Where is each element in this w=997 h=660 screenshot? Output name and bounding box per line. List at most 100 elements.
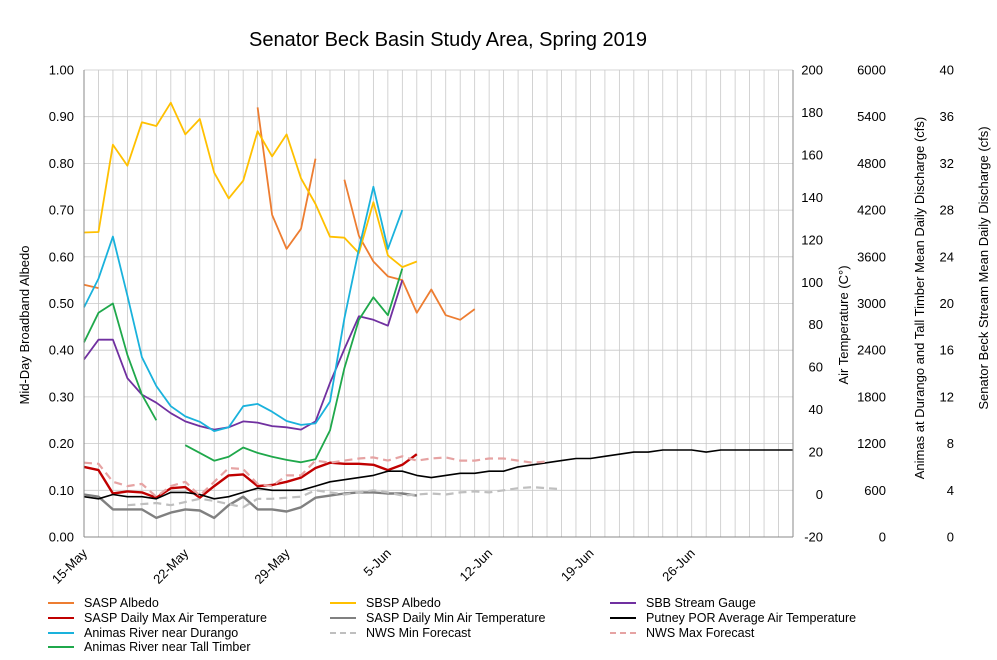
y-tick-label-albedo: 0.80	[49, 156, 74, 171]
series-line	[256, 107, 317, 250]
y-tick-label-sbb-discharge: 8	[947, 436, 954, 451]
series-nws-min-forecast	[127, 486, 562, 509]
legend-label: Animas River near Durango	[84, 626, 239, 640]
y-tick-label-temperature: 40	[809, 402, 823, 417]
y-tick-label-albedo: 0.70	[49, 203, 74, 218]
legend-label: NWS Min Forecast	[366, 626, 471, 640]
y-tick-label-sbb-discharge: 0	[947, 530, 954, 545]
y-tick-label-temperature: 120	[801, 232, 823, 247]
y-tick-label-albedo: 0.90	[49, 109, 74, 124]
legend-label: NWS Max Forecast	[646, 626, 755, 640]
chart-legend: SASP Albedo SBSP Albedo SBB Stream Gauge SA…	[0, 596, 997, 656]
x-tick-label: 12-Jun	[457, 546, 496, 585]
y-tick-label-sbb-discharge: 16	[940, 343, 954, 358]
series-animas-river-near-tall-timber	[83, 268, 404, 464]
legend-item: Putney POR Average Air Temperature	[610, 611, 856, 625]
legend-swatch	[330, 617, 356, 619]
series-line	[83, 101, 418, 269]
legend-swatch	[610, 617, 636, 619]
legend-item: Animas River near Tall Timber	[48, 640, 251, 654]
x-tick-label: 22-May	[150, 545, 192, 587]
x-tick-label: 29-May	[251, 545, 293, 587]
y-tick-label-animas-discharge: 4200	[857, 203, 886, 218]
y-tick-label-albedo: 0.00	[49, 530, 74, 545]
y-tick-label-sbb-discharge: 36	[940, 109, 954, 124]
legend-item: NWS Min Forecast	[330, 626, 471, 640]
y-tick-label-sbb-discharge: 12	[940, 389, 954, 404]
legend-label: SASP Daily Max Air Temperature	[84, 611, 267, 625]
y-tick-label-animas-discharge: 4800	[857, 156, 886, 171]
x-tick-label: 19-Jun	[558, 546, 597, 585]
chart-title: Senator Beck Basin Study Area, Spring 20…	[249, 29, 647, 51]
legend-label: SBB Stream Gauge	[646, 596, 756, 610]
y-tick-label-animas-discharge: 5400	[857, 109, 886, 124]
series-layer	[83, 101, 793, 520]
legend-item: SASP Daily Max Air Temperature	[48, 611, 267, 625]
series-sasp-albedo	[83, 107, 476, 321]
y-tick-label-animas-discharge: 2400	[857, 343, 886, 358]
legend-swatch	[330, 602, 356, 604]
series-line	[83, 302, 158, 421]
legend-swatch	[48, 617, 74, 619]
series-sasp-daily-max-air-temperature	[83, 453, 418, 499]
series-line	[83, 453, 418, 499]
legend-label: Animas River near Tall Timber	[84, 640, 251, 654]
series-putney-por-average-air-temperature	[83, 449, 793, 500]
chart: Senator Beck Basin Study Area, Spring 20…	[17, 29, 991, 587]
y-tick-label-temperature: 160	[801, 147, 823, 162]
y-axis-label-temperature: Air Temperature (C°)	[836, 265, 851, 384]
y-tick-label-animas-discharge: 1800	[857, 389, 886, 404]
series-line	[83, 279, 404, 431]
x-tick-label: 26-Jun	[659, 546, 698, 585]
legend-label: Putney POR Average Air Temperature	[646, 611, 857, 625]
series-line	[184, 268, 404, 464]
y-tick-label-animas-discharge: 1200	[857, 436, 886, 451]
y-tick-label-albedo: 1.00	[49, 63, 74, 78]
y-axis-label-sbb-discharge: Senator Beck Stream Mean Daily Discharge…	[976, 126, 991, 409]
legend-swatch	[48, 602, 74, 604]
legend-item: SASP Daily Min Air Temperature	[330, 611, 545, 625]
y-tick-label-albedo: 0.20	[49, 436, 74, 451]
y-tick-label-sbb-discharge: 24	[940, 249, 954, 264]
legend-swatch	[330, 632, 356, 634]
y-tick-label-animas-discharge: 600	[864, 483, 886, 498]
legend-item: SBSP Albedo	[330, 596, 441, 610]
series-nws-max-forecast	[83, 455, 548, 498]
x-tick-label: 15-May	[49, 545, 91, 587]
y-tick-label-temperature: 80	[809, 317, 823, 332]
legend-label: SASP Albedo	[84, 596, 159, 610]
y-tick-label-temperature: 140	[801, 190, 823, 205]
legend-swatch	[48, 646, 74, 648]
legend-item: SBB Stream Gauge	[610, 596, 756, 610]
series-sbb-stream-gauge	[83, 279, 404, 431]
y-tick-label-temperature: 100	[801, 275, 823, 290]
y-tick-label-albedo: 0.30	[49, 389, 74, 404]
series-animas-river-near-durango	[83, 185, 404, 433]
legend-item: Animas River near Durango	[48, 626, 238, 640]
legend-item: SASP Albedo	[48, 596, 159, 610]
y-tick-label-sbb-discharge: 28	[940, 203, 954, 218]
legend-item: NWS Max Forecast	[610, 626, 754, 640]
x-tick-label: 5-Jun	[360, 546, 394, 580]
legend-label: SASP Daily Min Air Temperature	[366, 611, 546, 625]
y-tick-label-albedo: 0.10	[49, 483, 74, 498]
series-sbsp-albedo	[83, 101, 418, 269]
y-axis-label-albedo: Mid-Day Broadband Albedo	[17, 246, 32, 405]
axes-layer	[83, 70, 794, 538]
series-line	[83, 455, 548, 498]
y-tick-label-animas-discharge: 3000	[857, 296, 886, 311]
y-tick-label-temperature: -20	[804, 530, 823, 545]
series-line	[83, 185, 404, 433]
legend-swatch	[610, 632, 636, 634]
legend-swatch	[610, 602, 636, 604]
y-tick-label-temperature: 180	[801, 105, 823, 120]
y-tick-label-temperature: 60	[809, 360, 823, 375]
y-tick-label-animas-discharge: 6000	[857, 63, 886, 78]
series-line	[83, 283, 99, 289]
series-line	[343, 179, 476, 321]
y-tick-label-albedo: 0.40	[49, 343, 74, 358]
legend-swatch	[48, 632, 74, 634]
y-tick-label-sbb-discharge: 4	[947, 483, 954, 498]
y-tick-label-temperature: 20	[809, 445, 823, 460]
series-line	[83, 449, 793, 500]
